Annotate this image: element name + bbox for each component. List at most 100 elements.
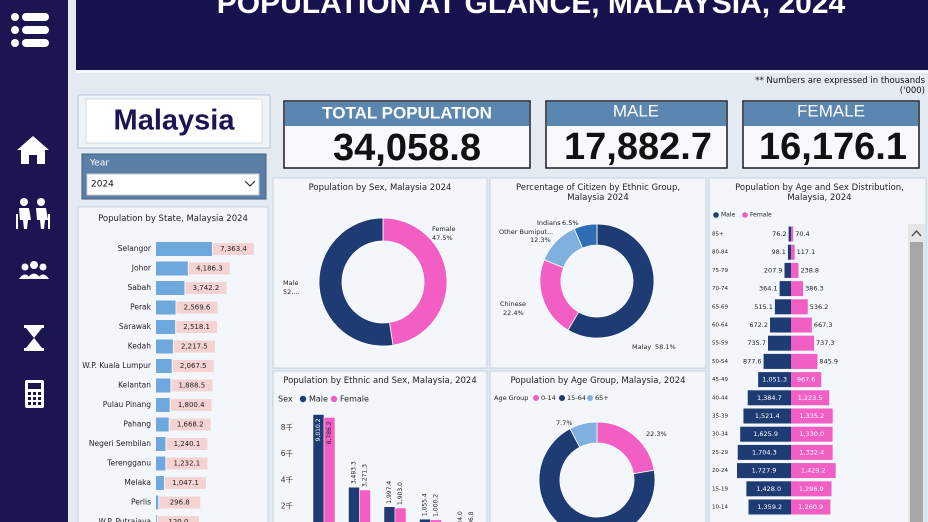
page-title: POPULATION AT GLANCE, MALAYSIA, 2024 — [216, 0, 846, 20]
group-icon[interactable] — [19, 261, 49, 279]
bar — [791, 244, 795, 260]
kpi-value: 17,882.7 — [564, 126, 712, 168]
panel — [272, 370, 488, 522]
value-label: 106.8 — [468, 511, 475, 522]
kpi-label: TOTAL POPULATION — [322, 103, 492, 122]
hourglass-icon[interactable] — [24, 325, 44, 351]
value-label: 737.3 — [816, 339, 835, 347]
value-label: 1,384.7 — [757, 394, 782, 402]
y-tick-label: Perlis — [131, 498, 151, 507]
slice-label: 47.5% — [432, 234, 453, 242]
year-dropdown[interactable] — [86, 173, 260, 196]
y-tick-label: 85+ — [712, 232, 724, 238]
value-label: 2,217.5 — [181, 343, 208, 351]
slice-label: 12.3% — [530, 236, 551, 244]
value-label: 124.0 — [457, 511, 464, 522]
y-tick-label: 15-19 — [712, 486, 728, 492]
value-label: 1,296.9 — [799, 485, 824, 493]
y-tick-label: Sabah — [128, 283, 152, 292]
value-label: 238.8 — [800, 266, 819, 274]
value-label: 364.1 — [759, 285, 778, 293]
value-label: 386.3 — [805, 285, 824, 293]
value-label: 1,332.4 — [799, 448, 824, 456]
value-label-bg — [164, 477, 206, 489]
bar — [784, 262, 791, 278]
kpi-value: 16,176.1 — [759, 126, 907, 168]
y-tick-label: Pulau Pinang — [103, 400, 152, 409]
slice-label: 58.1% — [655, 343, 676, 351]
menu-icon[interactable] — [11, 13, 49, 47]
y-tick-label: 35-39 — [712, 414, 728, 420]
y-tick-label: 4千 — [281, 474, 294, 484]
value-label: 1,232.1 — [174, 460, 201, 468]
bar — [740, 426, 791, 442]
bar — [748, 499, 791, 515]
bar — [746, 481, 791, 497]
value-label: 1,055.4 — [422, 493, 429, 516]
legend-label: 65+ — [595, 394, 609, 402]
value-label: 2,569.6 — [184, 304, 211, 312]
bar — [156, 320, 176, 334]
slice-label: 52.... — [283, 288, 300, 296]
y-tick-label: 6千 — [281, 448, 294, 458]
y-tick-label: 50-54 — [712, 359, 728, 365]
calculator-icon[interactable] — [25, 380, 44, 408]
bar — [779, 281, 791, 297]
bar — [791, 499, 831, 515]
units-note: ** Numbers are expressed in thousands ('… — [755, 76, 925, 96]
legend-dot — [533, 395, 539, 401]
value-label-bg — [213, 243, 254, 255]
chart-title: Percentage of Citizen by Ethnic Group, M… — [515, 183, 681, 203]
kpi-label: FEMALE — [797, 101, 865, 120]
y-tick-label: Pahang — [123, 420, 151, 429]
value-label: 1,428.0 — [756, 485, 781, 493]
y-tick-label: Melaka — [124, 478, 151, 487]
y-tick-label: Terengganu — [106, 459, 151, 468]
bar — [788, 226, 791, 242]
value-label-bg — [169, 418, 211, 431]
value-label: 3,742.2 — [193, 284, 220, 292]
y-tick-label: 8千 — [281, 422, 294, 432]
legend-label: Female — [750, 212, 772, 219]
bar — [791, 281, 804, 297]
value-label: 3,483.3 — [351, 461, 358, 484]
y-tick-label: 2千 — [281, 501, 294, 511]
bar — [791, 444, 833, 460]
value-label: 1,625.9 — [753, 430, 778, 438]
bar — [791, 353, 818, 369]
value-label: 1,051.3 — [762, 376, 787, 384]
value-label: 207.9 — [764, 266, 783, 274]
value-label: 296.8 — [170, 499, 190, 507]
slice-category: Other Bumiput... — [499, 228, 553, 236]
panel — [489, 370, 707, 522]
y-tick-label: 55-59 — [712, 341, 728, 347]
scroll-up[interactable] — [911, 229, 922, 237]
bar — [156, 456, 166, 471]
value-label: 1,903.0 — [397, 482, 404, 505]
y-tick-label: 80-84 — [712, 250, 728, 256]
legend-title: Age Group — [494, 394, 528, 402]
slice-category: Female — [432, 225, 456, 233]
bar — [156, 437, 166, 451]
donut-slice — [573, 223, 598, 249]
slice-category: Malay — [632, 343, 651, 351]
chart-title: Population by Age and Sex Distribution, … — [735, 183, 904, 203]
y-tick-label: 60-64 — [712, 323, 728, 329]
bar — [737, 444, 791, 460]
value-label: 1,704.3 — [752, 448, 777, 456]
home-icon[interactable] — [17, 136, 49, 164]
elderly-icon[interactable] — [16, 198, 50, 229]
legend-dot — [559, 395, 565, 401]
value-label: 1,359.2 — [757, 503, 782, 511]
dropdown-value: 2024 — [91, 180, 114, 190]
y-tick-label: Sarawak — [119, 322, 152, 331]
scrollbar-thumb[interactable] — [910, 242, 923, 522]
value-label: 667.3 — [814, 321, 833, 329]
value-label: 9,010.2 — [315, 418, 322, 441]
dropdown-chevron[interactable] — [244, 180, 256, 187]
kpi-band — [744, 102, 918, 126]
bar — [323, 417, 336, 522]
donut-slice — [318, 217, 394, 347]
